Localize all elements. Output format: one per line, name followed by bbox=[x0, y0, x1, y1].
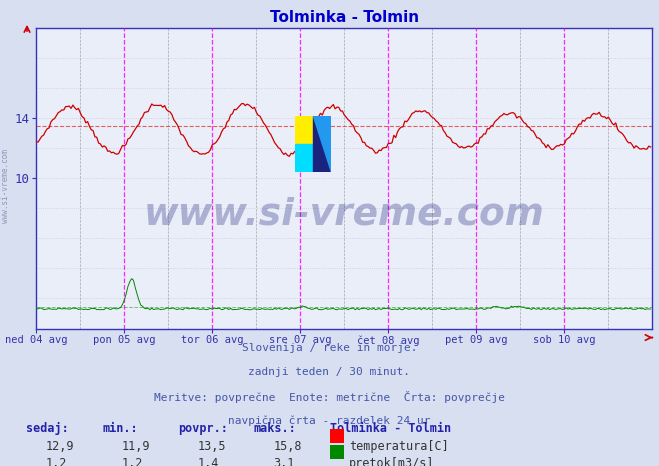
Title: Tolminka - Tolmin: Tolminka - Tolmin bbox=[270, 10, 419, 26]
Polygon shape bbox=[313, 116, 331, 172]
Text: 3,1: 3,1 bbox=[273, 457, 295, 466]
Text: sedaj:: sedaj: bbox=[26, 422, 69, 435]
Text: navpična črta - razdelek 24 ur: navpična črta - razdelek 24 ur bbox=[228, 415, 431, 426]
Text: zadnji teden / 30 minut.: zadnji teden / 30 minut. bbox=[248, 367, 411, 377]
Text: pretok[m3/s]: pretok[m3/s] bbox=[349, 457, 435, 466]
Text: 13,5: 13,5 bbox=[198, 440, 226, 453]
Text: www.si-vreme.com: www.si-vreme.com bbox=[144, 196, 545, 233]
Text: Slovenija / reke in morje.: Slovenija / reke in morje. bbox=[242, 343, 417, 352]
Text: 11,9: 11,9 bbox=[122, 440, 150, 453]
Bar bbox=[295, 144, 313, 172]
Bar bbox=[295, 116, 313, 144]
Text: 1,4: 1,4 bbox=[198, 457, 219, 466]
Text: povpr.:: povpr.: bbox=[178, 422, 228, 435]
Text: maks.:: maks.: bbox=[254, 422, 297, 435]
Text: min.:: min.: bbox=[102, 422, 138, 435]
Bar bbox=[313, 116, 331, 172]
Text: 12,9: 12,9 bbox=[46, 440, 74, 453]
Text: 1,2: 1,2 bbox=[122, 457, 143, 466]
Text: temperatura[C]: temperatura[C] bbox=[349, 440, 449, 453]
Text: Meritve: povprečne  Enote: metrične  Črta: povprečje: Meritve: povprečne Enote: metrične Črta:… bbox=[154, 391, 505, 403]
Text: 1,2: 1,2 bbox=[46, 457, 67, 466]
Text: Tolminka - Tolmin: Tolminka - Tolmin bbox=[330, 422, 451, 435]
Text: www.si-vreme.com: www.si-vreme.com bbox=[1, 150, 10, 223]
Text: 15,8: 15,8 bbox=[273, 440, 302, 453]
